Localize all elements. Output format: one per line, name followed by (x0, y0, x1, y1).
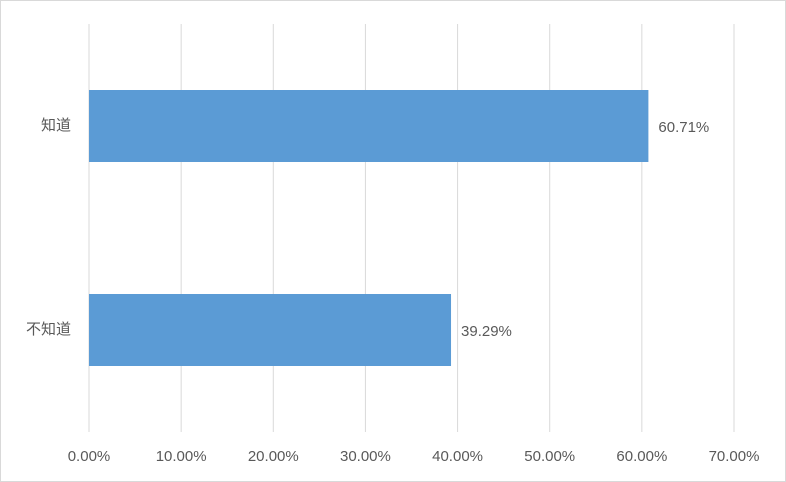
x-tick-label: 30.00% (340, 448, 391, 465)
x-tick-label: 60.00% (616, 448, 667, 465)
x-tick-label: 10.00% (156, 448, 207, 465)
x-tick-label: 50.00% (524, 448, 575, 465)
data-label: 60.71% (658, 119, 709, 136)
x-tick-label: 70.00% (709, 448, 760, 465)
y-tick-label: 知道 (41, 117, 71, 134)
bar (89, 90, 649, 162)
x-tick-label: 0.00% (68, 448, 111, 465)
x-tick-label: 40.00% (432, 448, 483, 465)
data-label: 39.29% (461, 323, 512, 340)
bar (89, 294, 452, 366)
x-tick-label: 20.00% (248, 448, 299, 465)
y-tick-label: 不知道 (26, 321, 71, 338)
